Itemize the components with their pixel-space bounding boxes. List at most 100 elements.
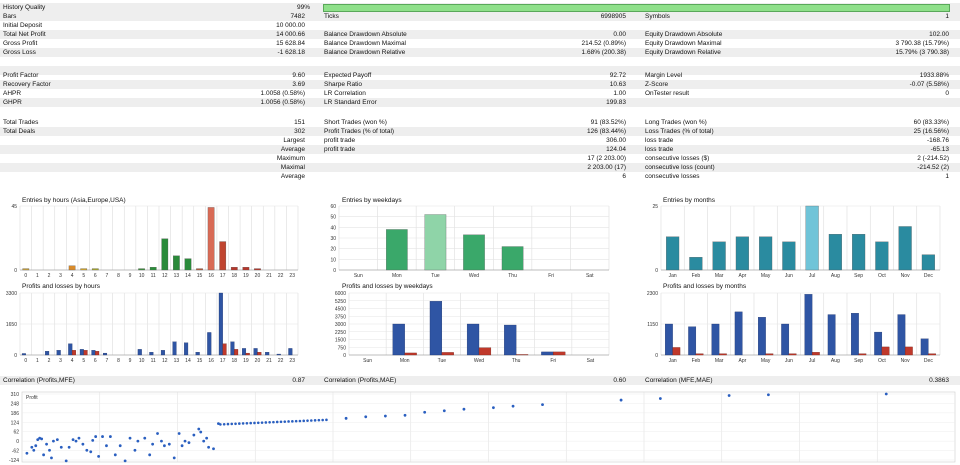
summary-label: Equity Drawdown Relative <box>645 49 721 56</box>
summary-label: Loss Trades (% of total) <box>645 128 714 135</box>
summary-value <box>870 98 949 107</box>
summary-label: Sharpe Ratio <box>324 81 362 88</box>
summary-value <box>230 107 305 116</box>
scatter-point <box>89 450 93 454</box>
entries-hours-bar <box>149 267 157 271</box>
summary-value: 1.0056 (0.58%) <box>260 99 305 106</box>
summary-row: Gross Profit 15 628.84 Balance Drawdown Ma… <box>0 39 960 48</box>
summary-label: profit trade <box>324 146 356 153</box>
pl-months-ytick: 2300 <box>647 291 658 297</box>
scatter-point <box>658 397 662 400</box>
pl-months-xtick: Sep <box>854 358 863 364</box>
pl-weekdays-profit-bar <box>392 323 405 356</box>
pl-months-loss-bar <box>765 353 774 356</box>
summary-label: Largest <box>283 137 305 144</box>
summary-label: Balance Drawdown Maximal <box>324 40 407 47</box>
entries-hours-title: Entries by hours (Asia,Europe,USA) <box>22 197 126 204</box>
pl-months-loss-bar <box>695 353 704 356</box>
pl-hours-xtick: 23 <box>289 358 295 364</box>
pl-weekdays-profit-bar <box>504 324 517 356</box>
entries-weekdays-bar <box>463 234 485 271</box>
scatter-point <box>160 439 163 443</box>
panel-pl-months: Profits and losses by months 2300 1150 0 Ja… <box>643 282 958 367</box>
panel-entries-weekdays: Entries by weekdays 60 50 40 30 20 10 0 Sun Mon T… <box>322 195 637 280</box>
scatter-point <box>245 421 249 425</box>
entries-months-ytick: 0 <box>655 268 658 274</box>
scatter-point <box>30 445 34 449</box>
pl-hours-profit-bar <box>68 343 73 356</box>
pl-hours-ytick: 0 <box>14 353 17 359</box>
summary-value: 1.0058 (0.58%) <box>260 90 305 97</box>
summary-value: -1 628.18 <box>277 49 305 56</box>
pl-hours-profit-bar <box>288 348 293 356</box>
pl-hours-loss-bar <box>71 350 76 356</box>
entries-hours-xtick: 8 <box>117 273 120 279</box>
scatter-point <box>462 407 466 411</box>
pl-hours-xtick: 11 <box>151 358 156 364</box>
panel-pl-weekdays: Profits and losses by weekdays 6000 5250 4… <box>322 282 637 367</box>
summary-row: Profit Factor 9.60 Expected Payoff 92.72 Mar… <box>0 71 960 80</box>
entries-months-chart: 25 0 Jan Feb Mar Apr May Jun Jul Aug Sep Oct Nov Dec <box>652 204 941 279</box>
scatter-point <box>306 419 309 422</box>
pl-hours-profit-bar <box>160 350 165 356</box>
summary-label: consecutive losses <box>645 173 700 180</box>
pl-hours-profit-bar <box>184 342 189 356</box>
scatter-point <box>423 410 427 414</box>
pl-months-xtick: Jul <box>809 358 815 364</box>
panel-entries-hours: Entries by hours (Asia,Europe,USA) 45 0 0 1… <box>0 195 315 280</box>
summary-value: 2 (-214.52) <box>917 155 949 162</box>
summary-value: 7482 <box>290 13 305 20</box>
pl-months-profit-bar <box>804 294 813 356</box>
pl-months-xtick: Jan <box>669 358 677 364</box>
pl-months-profit-bar <box>851 313 859 356</box>
entries-months-xtick: Aug <box>831 273 840 279</box>
summary-label: Ticks <box>324 13 339 20</box>
scatter-ytick: 62 <box>13 430 19 436</box>
summary-value <box>550 57 626 66</box>
summary-value: 25 (16.56%) <box>913 128 949 135</box>
summary-label: Equity Drawdown Absolute <box>645 31 723 38</box>
entries-hours-bar <box>22 268 30 271</box>
pl-weekdays-ytick: 5250 <box>335 299 346 305</box>
summary-label: Average <box>280 146 305 153</box>
pl-months-loss-bar <box>904 346 913 356</box>
scatter-point <box>52 439 55 443</box>
scatter-ytick: 310 <box>11 392 20 398</box>
summary-value: 17 (2 203.00) <box>587 155 626 162</box>
entries-weekdays-title: Entries by weekdays <box>342 197 402 204</box>
pl-hours-xtick: 19 <box>243 358 249 364</box>
scatter-point <box>287 420 290 423</box>
summary-value <box>550 21 626 30</box>
entries-weekdays-xtick: Sun <box>354 273 363 279</box>
summary-row: Total Net Profit 14 000.66 Balance Drawdow… <box>0 30 960 39</box>
pl-weekdays-ytick: 750 <box>338 345 347 351</box>
entries-weekdays-ytick: 60 <box>330 204 336 210</box>
scatter-point <box>77 436 81 440</box>
scatter-point <box>25 451 29 455</box>
pl-months-xtick: Jun <box>785 358 793 364</box>
scatter-point <box>321 418 324 422</box>
scatter-point <box>313 419 317 422</box>
pl-weekdays-ytick: 3750 <box>335 314 346 320</box>
summary-label: Total Net Profit <box>3 31 46 38</box>
pl-hours-xtick: 9 <box>129 358 132 364</box>
summary-value: 302 <box>294 128 305 135</box>
entries-hours-xtick: 21 <box>266 273 272 279</box>
scatter-ytick: -62 <box>12 449 19 455</box>
corr-profits-mae-value: 0.60 <box>613 377 626 384</box>
scatter-point <box>727 394 731 397</box>
scatter-point <box>212 447 215 451</box>
scatter-point <box>272 420 275 424</box>
summary-value: -0.07 (5.58%) <box>909 81 949 88</box>
scatter-point <box>310 419 313 422</box>
entries-hours-bar <box>161 238 169 271</box>
summary-value: 10.63 <box>609 81 626 88</box>
summary-label: LR Correlation <box>324 90 366 97</box>
summary-label <box>645 57 805 66</box>
entries-months-xtick: Apr <box>738 273 746 279</box>
pl-hours-xtick: 18 <box>232 358 238 364</box>
summary-label: Gross Profit <box>3 40 38 47</box>
scatter-point <box>67 445 71 449</box>
entries-hours-bar <box>173 255 180 271</box>
summary-label <box>645 98 805 107</box>
